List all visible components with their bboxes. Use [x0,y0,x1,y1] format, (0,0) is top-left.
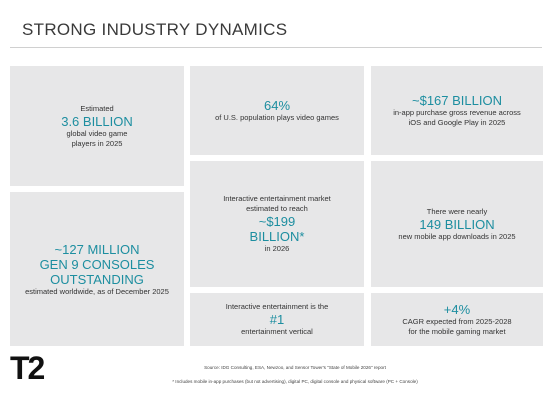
stat-tile: ~127 MILLION GEN 9 CONSOLES OUTSTANDING est… [10,192,184,346]
stat-figure: 64% [263,98,291,113]
stat-figure: 149 BILLION [419,216,495,232]
footnote: * Includes mobile in-app purchases (but … [172,379,418,384]
stat-figure: 3.6 BILLION [61,113,133,129]
stat-tile: Interactive entertainment market estimate… [190,161,364,287]
stat-text: entertainment vertical [241,327,313,336]
title-rule [10,47,542,48]
stat-text: players in 2025 [71,138,123,148]
stat-text: Interactive entertainment is the [225,302,329,311]
stat-tile: ~$167 BILLION in-app purchase gross reven… [371,66,543,155]
stat-tile: Interactive entertainment is the #1 entert… [190,293,364,346]
stat-figure: ~$167 BILLION [412,93,502,108]
stat-text: for the mobile gaming market [408,327,506,336]
stat-figure: ~$199 [258,214,296,229]
stat-figure: OUTSTANDING [50,271,144,287]
stat-text: iOS and Google Play in 2025 [408,118,506,127]
stat-text: CAGR expected from 2025-2028 [402,317,512,326]
stat-text: of U.S. population plays video games [215,113,339,122]
stat-text: in-app purchase gross revenue across [393,108,521,117]
stat-figure: +4% [443,302,471,317]
stat-text: Interactive entertainment market [223,194,331,203]
source-note: Source: IDG Consulting, ESA, Newzoo, and… [204,365,386,370]
stat-text: estimated worldwide, as of December 2025 [25,286,169,296]
stat-text: in 2026 [264,244,290,253]
stat-text: new mobile app downloads in 2025 [398,231,516,241]
logo: T2 [10,350,45,386]
stat-tile: There were nearly 149 BILLION new mobile a… [371,161,543,287]
stat-figure: #1 [269,312,285,327]
stat-tile: 64% of U.S. population plays video games [190,66,364,155]
stat-text: Estimated [80,103,114,113]
stat-figure: BILLION* [249,229,305,244]
stat-tile: Estimated 3.6 BILLION global video game pla… [10,66,184,186]
stat-text: There were nearly [426,206,488,216]
stat-figure: GEN 9 CONSOLES [39,256,155,272]
stat-text: estimated to reach [246,204,308,213]
slide-title: STRONG INDUSTRY DYNAMICS [22,20,288,39]
stat-figure: ~127 MILLION [54,241,140,257]
stat-text: global video game [66,128,128,138]
stat-tile: +4% CAGR expected from 2025-2028 for the m… [371,293,543,346]
